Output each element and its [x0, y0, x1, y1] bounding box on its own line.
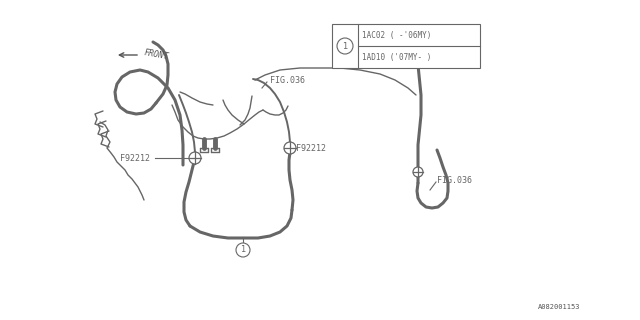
Text: 1AC02 ( -'06MY): 1AC02 ( -'06MY)	[362, 30, 431, 39]
Text: 1AD10 ('07MY- ): 1AD10 ('07MY- )	[362, 52, 431, 61]
Bar	[332, 24, 480, 68]
Text: A082001153: A082001153	[538, 304, 580, 310]
Circle shape	[413, 167, 423, 177]
Circle shape	[411, 26, 419, 34]
Text: FRONT: FRONT	[143, 48, 169, 62]
Circle shape	[337, 38, 353, 54]
Circle shape	[236, 243, 250, 257]
Text: 1: 1	[241, 245, 246, 254]
Circle shape	[284, 142, 296, 154]
Circle shape	[431, 26, 439, 34]
Text: FIG.036: FIG.036	[270, 76, 305, 84]
Text: F92212: F92212	[120, 154, 150, 163]
Text: 1: 1	[342, 42, 348, 51]
Circle shape	[189, 152, 201, 164]
Text: F92212: F92212	[296, 143, 326, 153]
Text: FIG.036: FIG.036	[437, 175, 472, 185]
